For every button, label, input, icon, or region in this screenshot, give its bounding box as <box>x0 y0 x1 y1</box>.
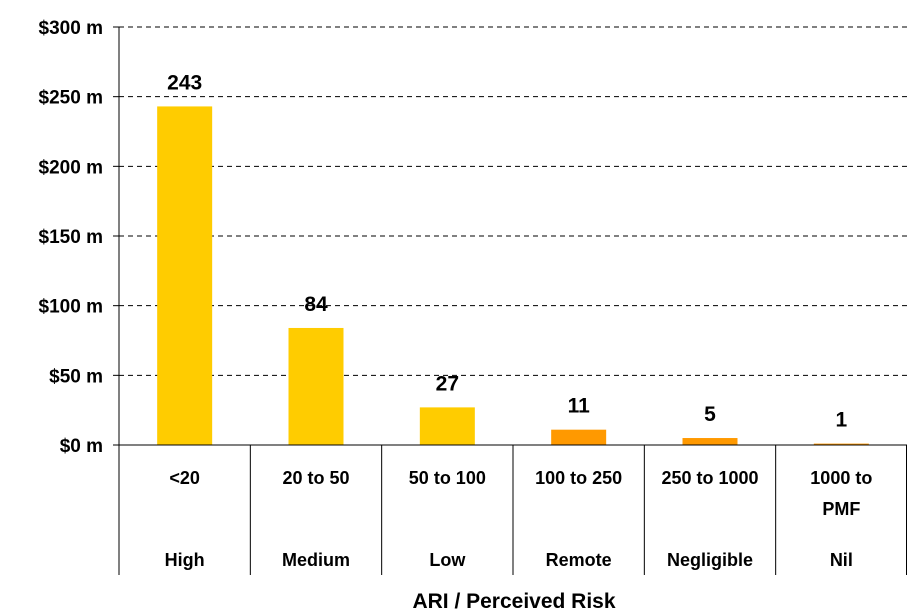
category-labels: <20 High 20 to 50 Medium 50 to 100 Low 100 to … <box>165 468 873 570</box>
risk-level-label: Remote <box>546 550 612 570</box>
bars <box>157 106 869 446</box>
risk-level-label: Low <box>429 550 466 570</box>
axes <box>113 26 907 575</box>
bar <box>157 106 213 446</box>
category-label: 20 to 50 <box>282 468 349 488</box>
risk-level-label: Nil <box>830 550 853 570</box>
data-label: 84 <box>304 293 328 316</box>
data-label: 5 <box>704 403 716 426</box>
y-tick-labels: $0 m $50 m $100 m $150 m $200 m $250 m $300 m <box>39 18 103 457</box>
data-label: 243 <box>167 71 202 94</box>
gridlines <box>119 26 907 376</box>
y-tick-label: $200 m <box>39 157 103 178</box>
y-tick-label: $0 m <box>60 436 103 457</box>
risk-level-label: Negligible <box>667 550 753 570</box>
y-tick-label: $50 m <box>49 366 103 387</box>
bar <box>813 443 869 445</box>
x-axis-title: ARI / Perceived Risk <box>412 590 615 613</box>
category-label: 50 to 100 <box>409 468 486 488</box>
data-label: 11 <box>568 395 591 418</box>
category-label: 250 to 1000 <box>661 468 758 488</box>
bar <box>551 429 607 445</box>
y-tick-label: $100 m <box>39 297 103 318</box>
data-label: 27 <box>436 372 459 395</box>
risk-level-label: Medium <box>282 550 350 570</box>
bar <box>419 407 475 445</box>
category-label: <20 <box>169 468 200 488</box>
y-tick-label: $150 m <box>39 227 103 248</box>
y-tick-label: $250 m <box>39 88 103 109</box>
category-label: PMF <box>822 499 860 519</box>
bar <box>682 438 738 445</box>
category-label: 100 to 250 <box>535 468 622 488</box>
data-label: 1 <box>835 409 847 432</box>
risk-level-label: High <box>165 550 205 570</box>
y-tick-label: $300 m <box>39 18 103 39</box>
bar <box>288 327 344 445</box>
data-labels: 243 84 27 11 5 1 <box>167 71 847 431</box>
category-label: 1000 to <box>810 468 872 488</box>
